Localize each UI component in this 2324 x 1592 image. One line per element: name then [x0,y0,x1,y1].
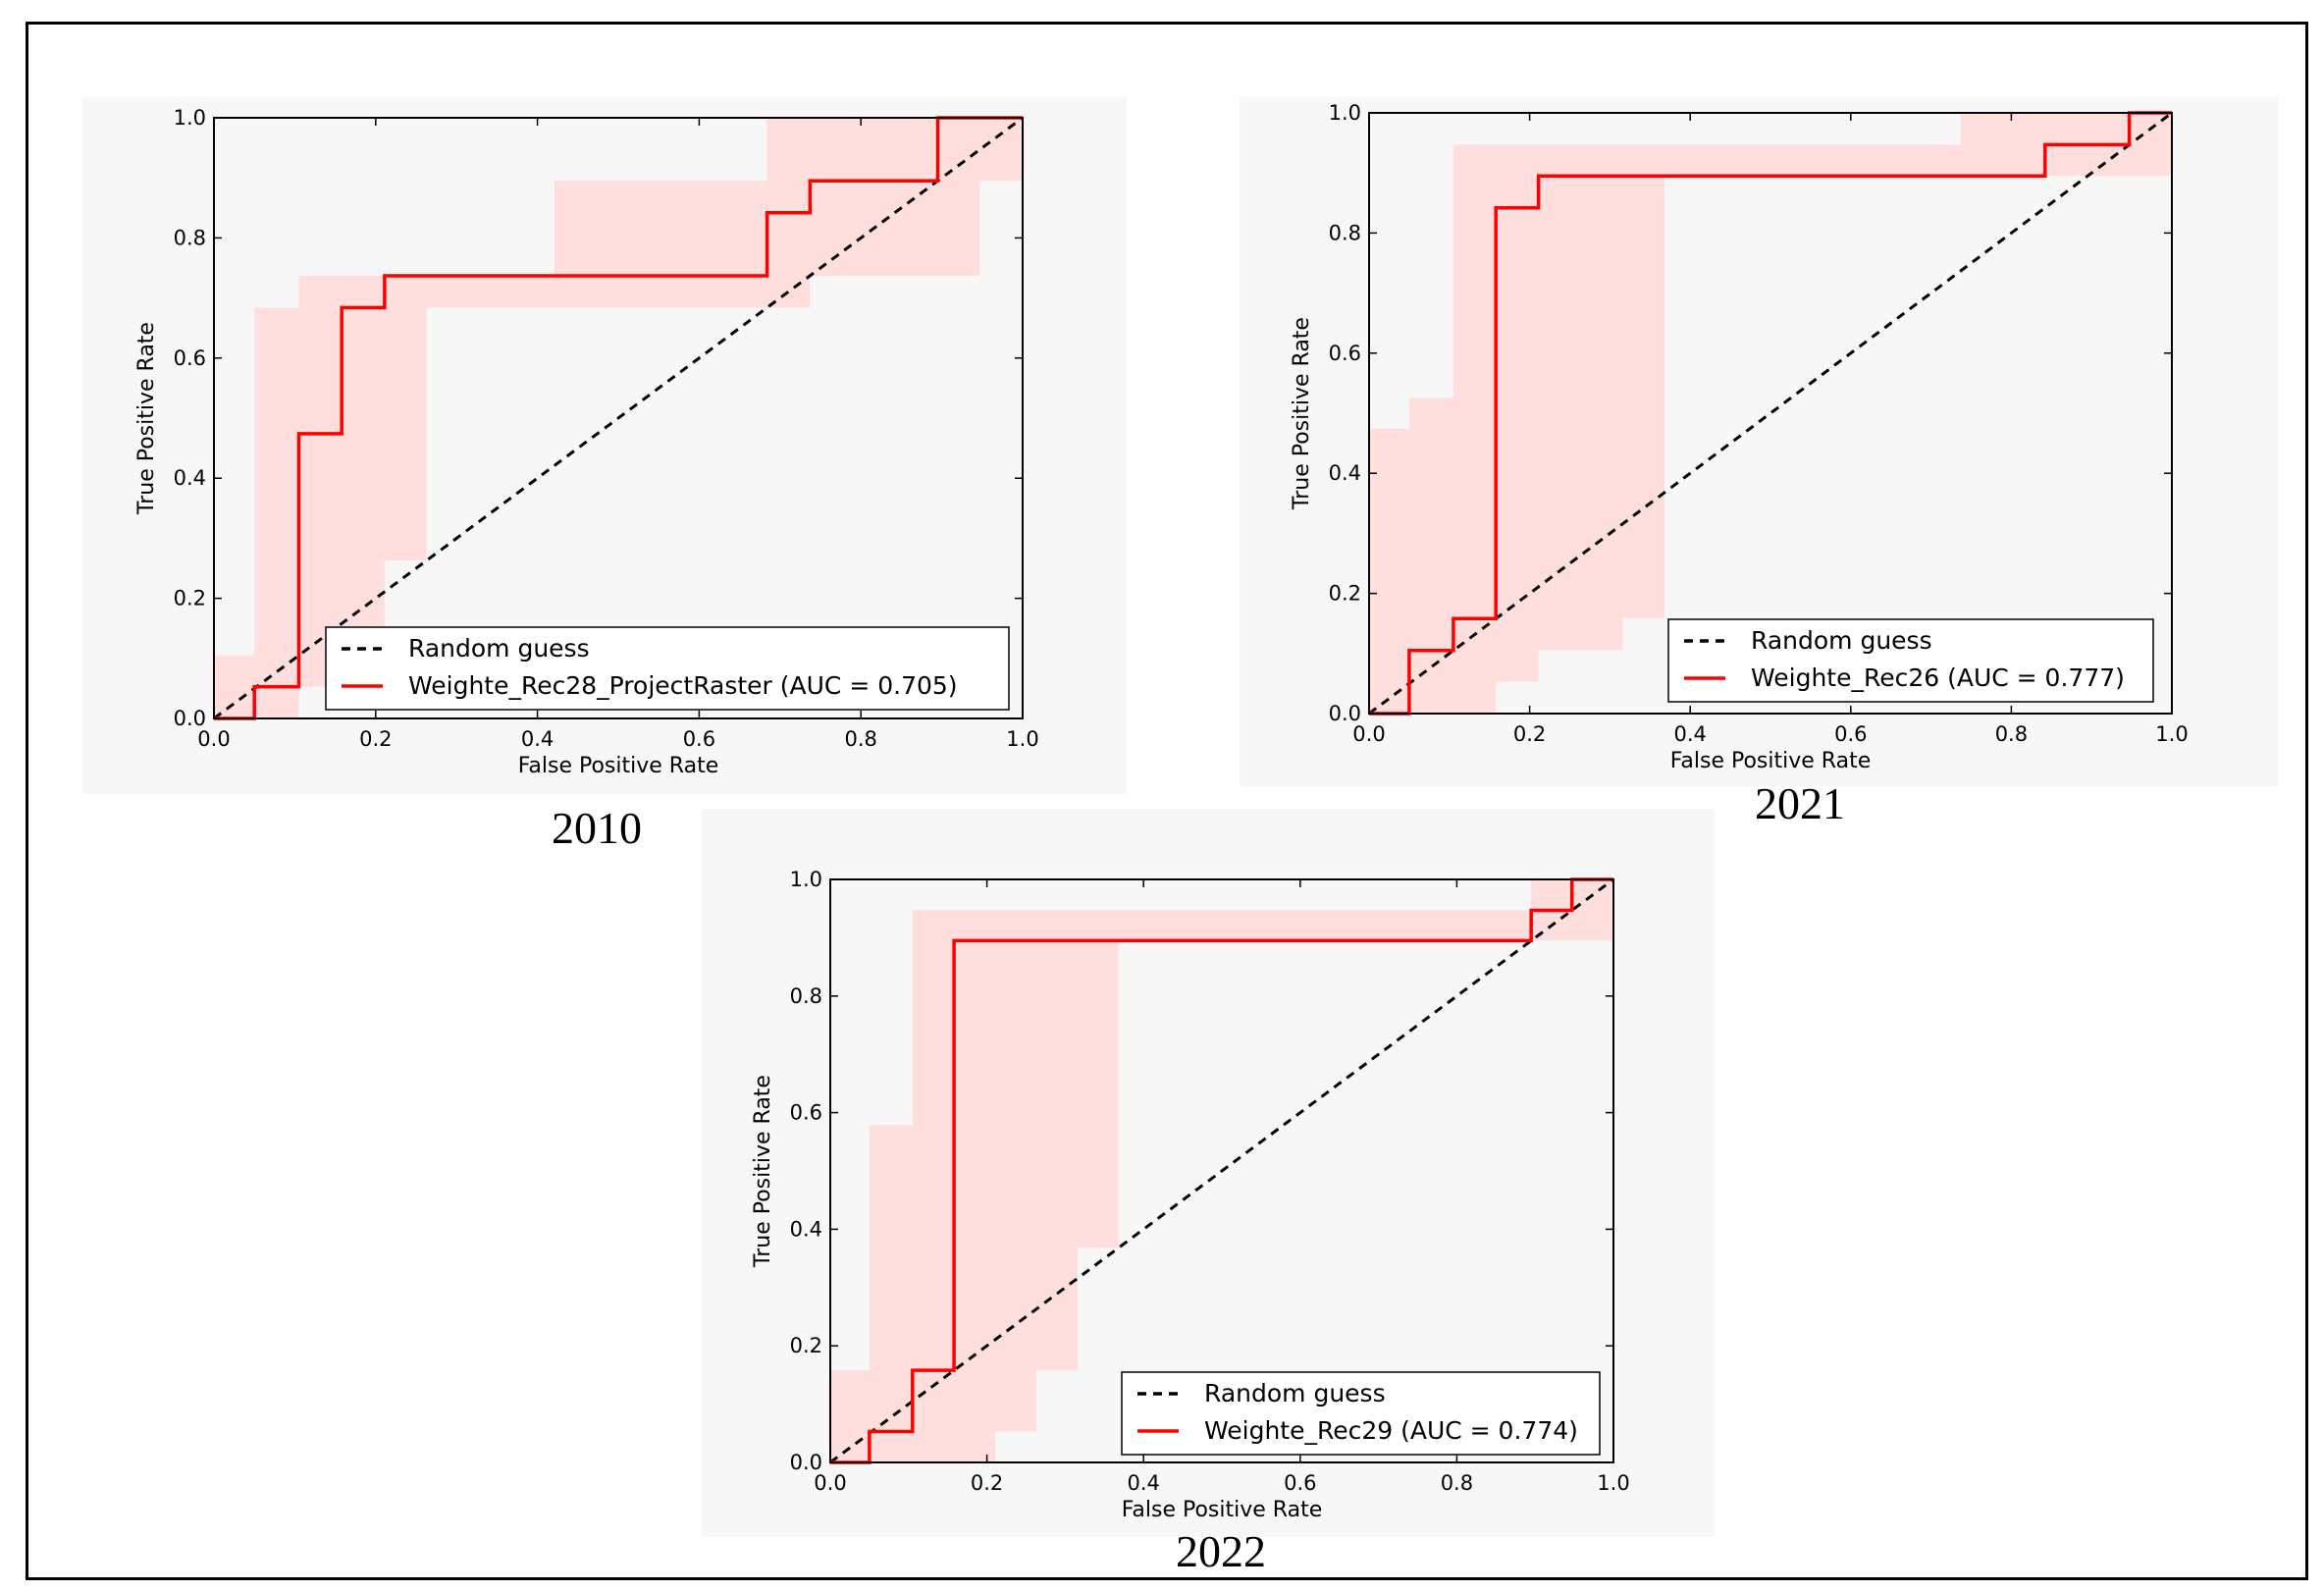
roc-panel-2021: 0.0 0.2 0.4 0.6 0.8 1.0 0.0 0.2 0.4 0.6 0.8 1.0 Fals… [1240,97,2278,828]
y-tick-label: 0.4 [1329,461,1361,485]
x-axis-label: False Positive Rate [1670,749,1871,773]
roc-curve [1369,111,2172,716]
x-tick-label: 0.8 [1995,722,2028,746]
legend-entry-label: Random guess [1204,1379,1386,1407]
plot-border [829,878,1614,1463]
x-tick-label: 0.2 [971,1471,1003,1495]
x-tick-label: 0.8 [844,727,876,751]
y-tick-label: 0.2 [790,1334,822,1357]
legend-box [1667,618,2154,703]
panel-caption-year: 2021 [1755,778,1845,828]
legend-box [1121,1371,1601,1456]
x-tick-label: 0.0 [197,727,230,751]
y-axis-label: True Positive Rate [134,322,159,515]
x-tick-label: 0.6 [1284,1471,1316,1495]
y-tick-label: 0.8 [174,226,206,249]
roc-panel-2010: 0.0 0.2 0.4 0.6 0.8 1.0 0.0 0.2 0.4 0.6 0.8 1.0 Fals… [82,97,1127,853]
x-axis-label: False Positive Rate [518,754,718,778]
y-tick-label: 0.6 [1329,342,1361,365]
x-axis-label: False Positive Rate [1122,1498,1322,1522]
x-tick-label: 1.0 [2155,722,2188,746]
y-axis-label: True Positive Rate [1290,317,1314,510]
random-guess-line [829,877,1614,1464]
legend-entry-label: Random guess [408,634,590,663]
panel-caption-year: 2010 [552,803,642,853]
random-guess-line [1368,111,2173,716]
legend-entry-label: Weighte_Rec29 (AUC = 0.774) [1204,1416,1578,1445]
y-tick-label: 0.8 [790,984,822,1008]
y-tick-label: 0.4 [790,1217,822,1241]
y-tick-label: 0.2 [174,587,206,610]
y-tick-label: 0.8 [1329,221,1361,244]
x-tick-label: 0.8 [1441,1471,1473,1495]
x-tick-label: 1.0 [1597,1471,1629,1495]
roc-curve [214,116,1023,720]
x-tick-label: 0.6 [683,727,715,751]
roc-panel-2022: 0.0 0.2 0.4 0.6 0.8 1.0 0.0 0.2 0.4 0.6 0.8 1.0 Fals… [702,809,1715,1576]
x-tick-label: 0.6 [1834,722,1867,746]
panel-caption-year: 2022 [1176,1526,1266,1576]
y-tick-label: 0.6 [174,346,206,370]
legend-entry-label: Weighte_Rec26 (AUC = 0.777) [1751,663,2125,692]
x-tick-label: 0.2 [1513,722,1546,746]
figure-frame [26,22,2308,1580]
y-tick-label: 0.2 [1329,582,1361,606]
x-tick-label: 0.4 [1127,1471,1159,1495]
plot-border [213,117,1024,719]
y-tick-label: 0.0 [174,707,206,730]
x-tick-label: 0.0 [814,1471,846,1495]
x-tick-label: 0.2 [359,727,392,751]
y-tick-label: 1.0 [1329,101,1361,125]
y-axis-label: True Positive Rate [751,1075,775,1268]
y-tick-label: 0.0 [790,1451,822,1474]
random-guess-line [213,116,1024,720]
y-tick-label: 0.6 [790,1101,822,1125]
y-tick-label: 0.0 [1329,702,1361,725]
legend-entry-label: Random guess [1751,626,1932,655]
x-tick-label: 0.4 [521,727,554,751]
y-tick-label: 0.4 [174,466,206,490]
x-tick-label: 0.4 [1673,722,1706,746]
confidence-band [1369,113,2172,714]
legend-entry-label: Weighte_Rec28_ProjectRaster (AUC = 0.705… [408,671,958,700]
x-tick-label: 1.0 [1006,727,1038,751]
x-tick-label: 0.0 [1352,722,1385,746]
y-tick-label: 1.0 [790,868,822,891]
plot-border [1368,112,2173,715]
y-tick-label: 1.0 [174,106,206,130]
roc-curve [830,877,1613,1464]
legend-box [325,626,1010,711]
